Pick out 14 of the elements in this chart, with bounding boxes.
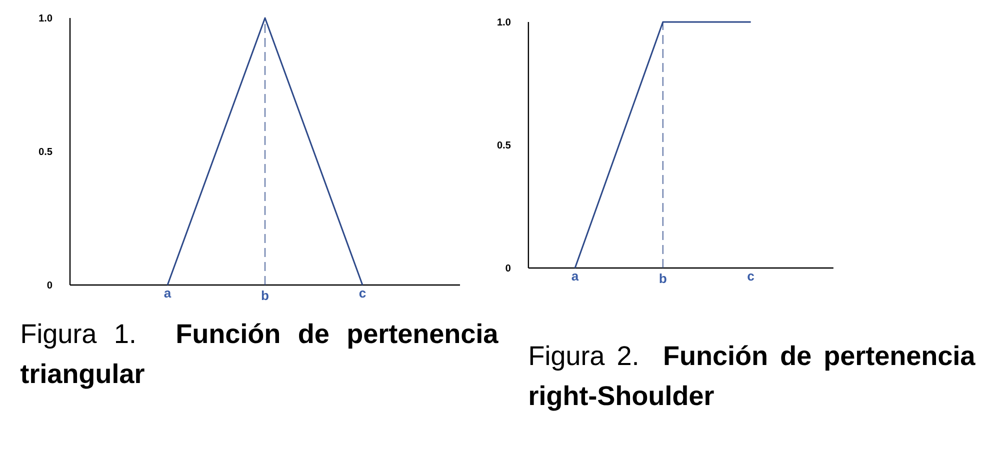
y-tick-label: 0.5 — [497, 141, 511, 149]
y-tick-label: 1.0 — [498, 18, 510, 26]
x-tick-label: a — [164, 290, 172, 298]
x-tick-label: c — [748, 274, 754, 281]
text: Figura 2. Función de pertenencia right-Shoulder — [530, 345, 976, 411]
x-tick-label: c — [359, 290, 366, 298]
chart-title: Figura 1. Función de pertenencia triangular — [20, 323, 498, 389]
x-tick-label: b — [262, 290, 268, 300]
x-tick-label: a — [572, 274, 579, 281]
y-tick-label: 0 — [47, 281, 52, 289]
x-tick-label: b — [660, 274, 666, 284]
y-tick-label: 0 — [506, 264, 510, 272]
y-tick-label: 0.5 — [38, 148, 52, 156]
y-tick-label: 1.0 — [39, 14, 52, 22]
